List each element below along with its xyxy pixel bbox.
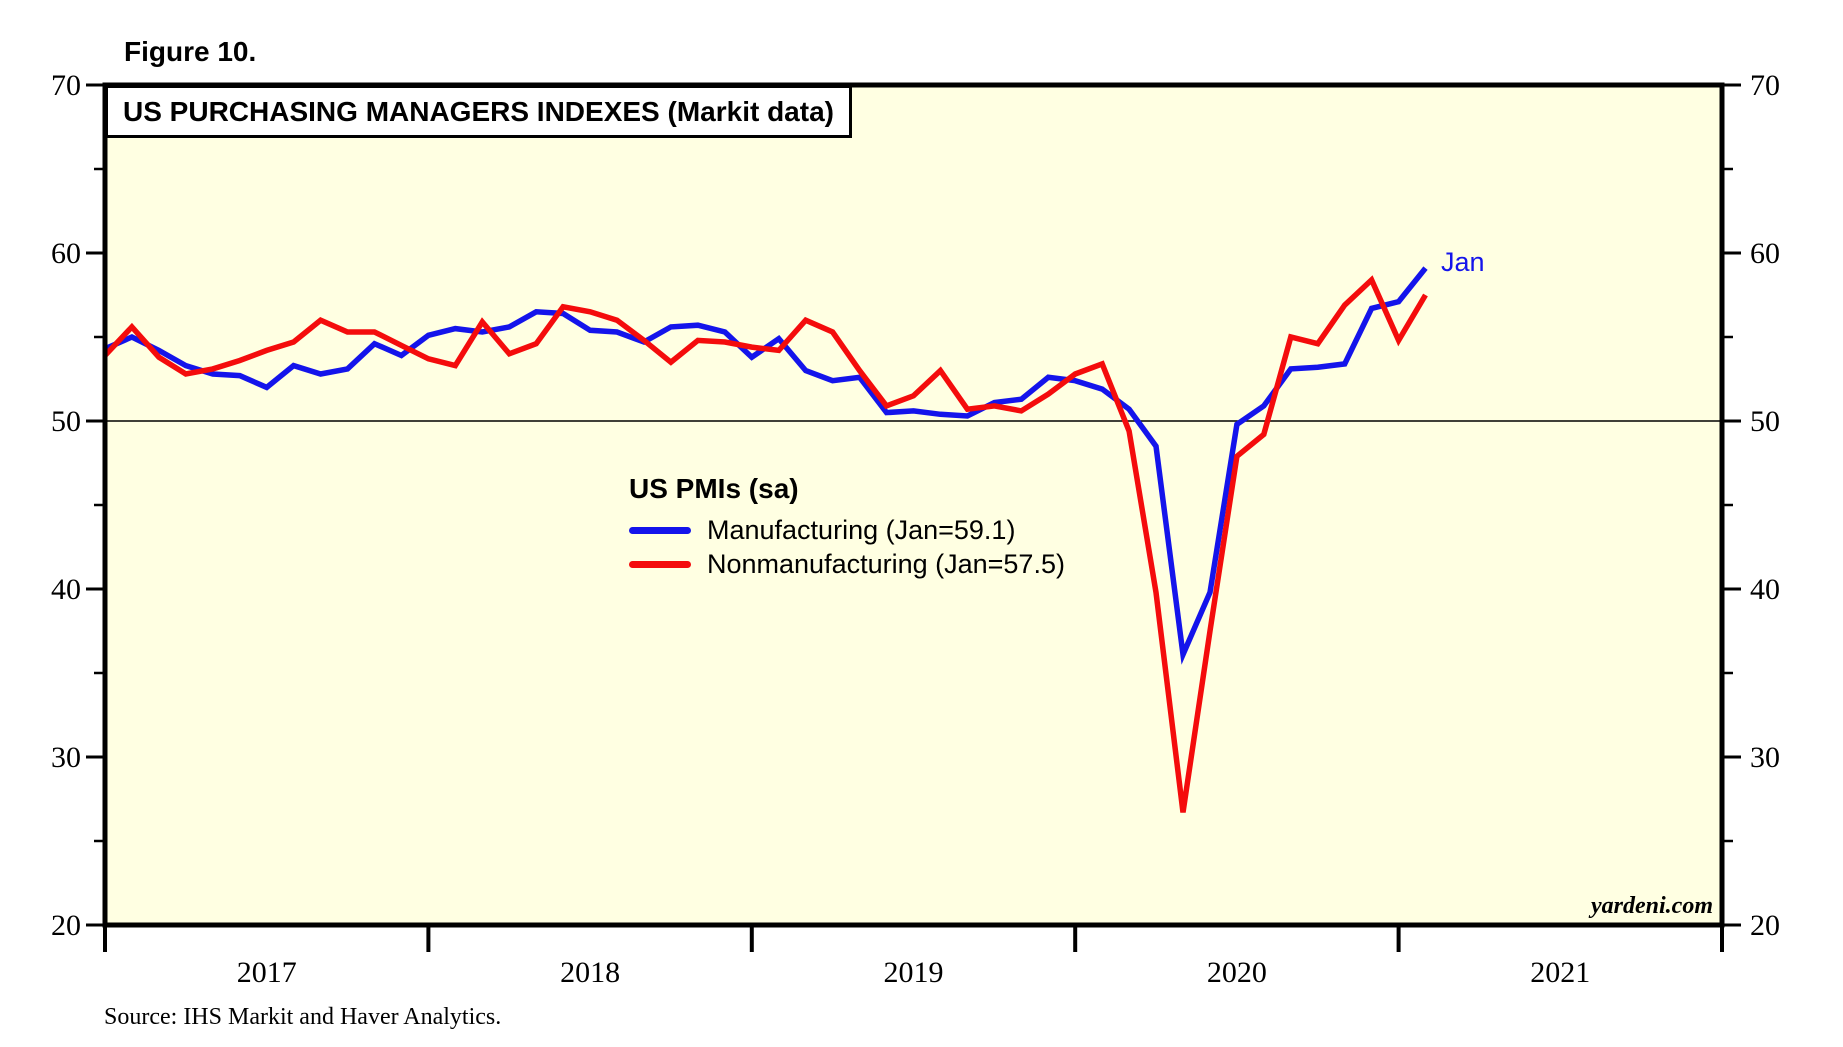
y-axis-label-left: 30	[51, 741, 81, 774]
legend-item-nonmanufacturing: Nonmanufacturing (Jan=57.5)	[629, 547, 1065, 581]
y-axis-label-left: 20	[51, 909, 81, 942]
y-axis-label-right: 20	[1750, 909, 1780, 942]
plot-background	[105, 85, 1722, 925]
yardeni-watermark: yardeni.com	[1591, 893, 1713, 919]
x-axis-year-label: 2020	[1207, 956, 1267, 989]
x-axis-year-label: 2021	[1530, 956, 1590, 989]
nonmanufacturing-line	[102, 275, 1428, 813]
y-axis-label-left: 50	[51, 405, 81, 438]
y-axis-label-right: 70	[1750, 69, 1780, 102]
legend-item-manufacturing: Manufacturing (Jan=59.1)	[629, 513, 1065, 547]
source-note: Source: IHS Markit and Haver Analytics.	[104, 1004, 502, 1030]
legend-label-nonmanufacturing: Nonmanufacturing (Jan=57.5)	[707, 548, 1065, 579]
legend-label-manufacturing: Manufacturing (Jan=59.1)	[707, 514, 1016, 545]
y-axis-label-left: 40	[51, 573, 81, 606]
y-axis-label-left: 60	[51, 237, 81, 270]
y-axis-label-left: 70	[51, 69, 81, 102]
chart-legend: US PMIs (sa) Manufacturing (Jan=59.1) No…	[629, 474, 1065, 581]
x-axis-year-label: 2017	[237, 956, 297, 989]
jan-endpoint-annotation: Jan	[1441, 247, 1485, 277]
legend-title: US PMIs (sa)	[629, 473, 799, 504]
figure-number-label: Figure 10.	[124, 36, 257, 67]
manufacturing-line-swatch	[629, 526, 691, 534]
nonmanufacturing-line-swatch	[629, 560, 691, 568]
x-axis-year-label: 2018	[560, 956, 620, 989]
chart-title: US PURCHASING MANAGERS INDEXES (Markit d…	[123, 96, 834, 127]
x-axis-year-label: 2019	[884, 956, 944, 989]
y-axis-label-right: 50	[1750, 405, 1780, 438]
y-axis-label-right: 60	[1750, 237, 1780, 270]
y-axis-label-right: 30	[1750, 741, 1780, 774]
chart-title-box: US PURCHASING MANAGERS INDEXES (Markit d…	[105, 85, 852, 138]
y-axis-label-right: 40	[1750, 573, 1780, 606]
